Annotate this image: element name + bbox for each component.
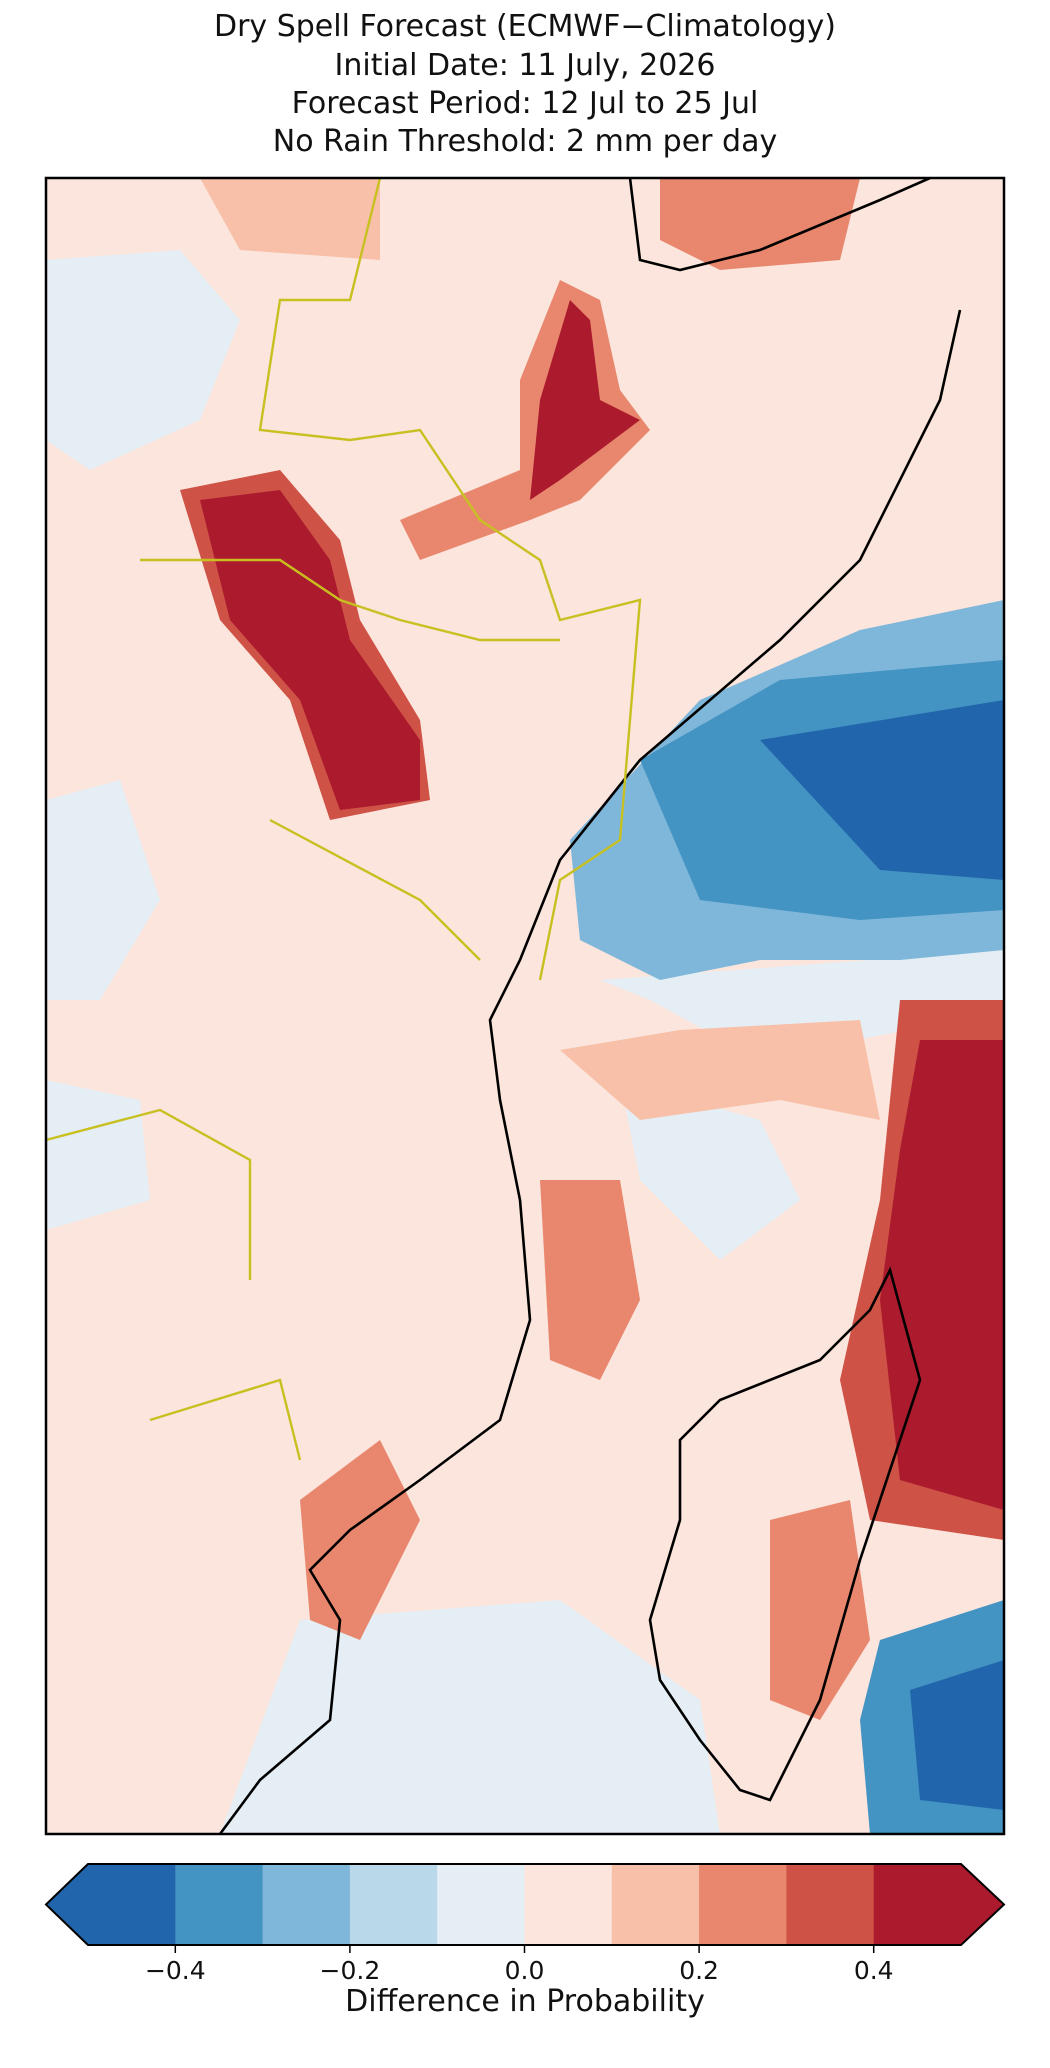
coastline bbox=[218, 178, 962, 1834]
colorbar-tick-label: 0.4 bbox=[854, 1956, 894, 1985]
coastline bbox=[648, 1266, 922, 1802]
region bbox=[200, 178, 380, 260]
colorbar-extend bbox=[961, 1864, 1004, 1945]
border bbox=[46, 178, 642, 1461]
region bbox=[910, 1660, 1004, 1810]
colorbar-bin bbox=[873, 1864, 962, 1945]
region bbox=[530, 300, 640, 500]
colorbar-tick-label: −0.2 bbox=[320, 1956, 381, 1985]
region bbox=[600, 950, 1004, 1060]
colorbar-bin bbox=[699, 1864, 787, 1945]
colorbar-bin bbox=[262, 1864, 351, 1945]
region bbox=[770, 1500, 870, 1720]
region bbox=[220, 1600, 720, 1834]
region bbox=[760, 700, 1004, 880]
title-line: Dry Spell Forecast (ECMWF−Climatology) bbox=[214, 9, 836, 44]
region bbox=[300, 1440, 420, 1640]
region bbox=[540, 1180, 640, 1380]
title-line: Initial Date: 11 July, 2026 bbox=[335, 48, 716, 83]
colorbar-bin bbox=[524, 1864, 613, 1945]
map bbox=[44, 176, 1006, 1836]
colorbar-tick-label: 0.0 bbox=[505, 1956, 545, 1985]
region bbox=[46, 250, 240, 470]
colorbar-bin bbox=[175, 1864, 264, 1945]
region bbox=[560, 1020, 880, 1120]
colorbar-tick-label: 0.2 bbox=[679, 1956, 719, 1985]
title-line: No Rain Threshold: 2 mm per day bbox=[273, 124, 777, 159]
colorbar-tick-label: −0.4 bbox=[145, 1956, 206, 1985]
title-line: Forecast Period: 12 Jul to 25 Jul bbox=[292, 86, 759, 121]
region bbox=[880, 1040, 1004, 1510]
region bbox=[46, 780, 160, 1000]
colorbar-bin bbox=[786, 1864, 875, 1945]
colorbar: −0.4 −0.2 0.0 0.2 0.4 bbox=[44, 1863, 1006, 1985]
colorbar-bin bbox=[437, 1864, 525, 1945]
region bbox=[620, 1080, 800, 1260]
colorbar-bin bbox=[88, 1864, 176, 1945]
colorbar-outline bbox=[44, 1863, 1006, 1946]
region bbox=[660, 178, 860, 270]
region bbox=[46, 1080, 150, 1230]
region bbox=[200, 490, 420, 810]
colorbar-extend bbox=[46, 1864, 88, 1945]
colorbar-bin bbox=[349, 1864, 438, 1945]
colorbar-label: Difference in Probability bbox=[345, 1984, 705, 2019]
colorbar-bin bbox=[611, 1864, 700, 1945]
map-frame bbox=[44, 176, 1006, 1836]
